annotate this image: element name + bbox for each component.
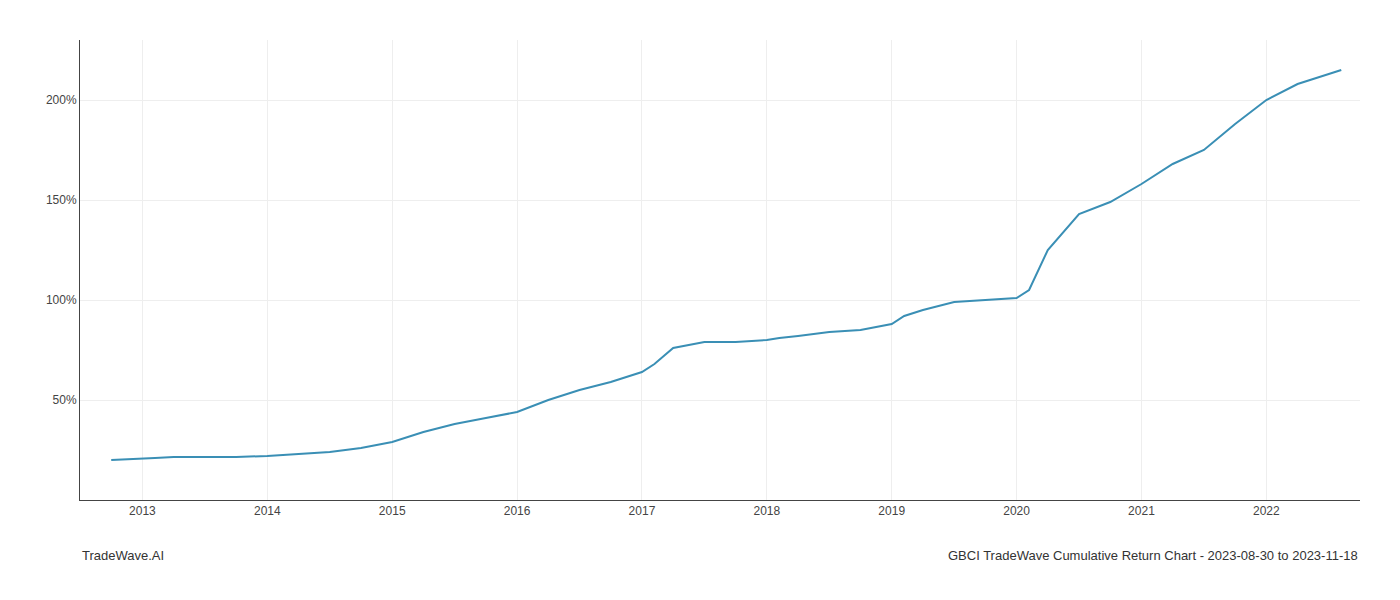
- svg-text:100%: 100%: [46, 293, 77, 307]
- svg-text:GBCI TradeWave Cumulative Retu: GBCI TradeWave Cumulative Return Chart -…: [948, 548, 1358, 563]
- svg-text:2016: 2016: [504, 504, 531, 518]
- svg-text:2020: 2020: [1003, 504, 1030, 518]
- svg-text:2017: 2017: [629, 504, 656, 518]
- svg-text:2021: 2021: [1128, 504, 1155, 518]
- svg-text:150%: 150%: [46, 193, 77, 207]
- svg-text:50%: 50%: [53, 393, 77, 407]
- svg-text:2013: 2013: [129, 504, 156, 518]
- svg-text:2018: 2018: [753, 504, 780, 518]
- svg-text:2014: 2014: [254, 504, 281, 518]
- svg-text:2015: 2015: [379, 504, 406, 518]
- svg-text:200%: 200%: [46, 93, 77, 107]
- svg-text:TradeWave.AI: TradeWave.AI: [82, 548, 164, 563]
- svg-text:2022: 2022: [1253, 504, 1280, 518]
- svg-text:2019: 2019: [878, 504, 905, 518]
